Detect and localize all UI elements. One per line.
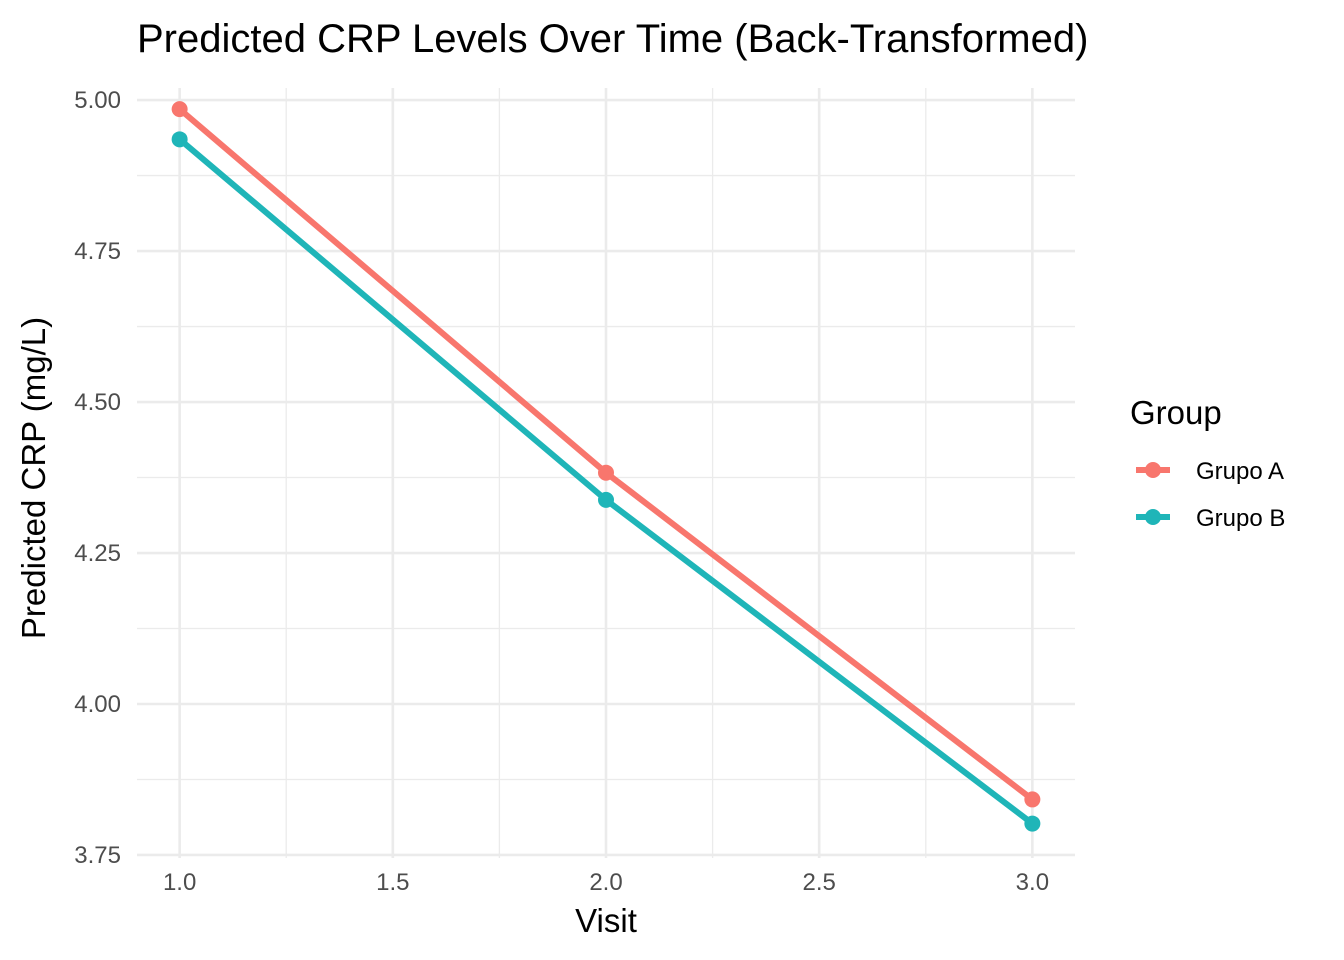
data-point (1024, 791, 1041, 808)
y-axis-ticks: 3.75 4.00 4.25 4.50 4.75 5.00 (74, 87, 121, 869)
x-tick-label: 1.5 (376, 869, 409, 896)
legend-title: Group (1130, 394, 1222, 431)
x-tick-label: 1.0 (163, 869, 196, 896)
legend-key-point (1145, 509, 1161, 525)
legend: Group Grupo A Grupo B (1130, 394, 1285, 532)
legend-label: Grupo B (1196, 505, 1285, 532)
data-point (171, 131, 188, 148)
y-axis-label: Predicted CRP (mg/L) (15, 317, 52, 639)
x-axis-ticks: 1.0 1.5 2.0 2.5 3.0 (163, 869, 1049, 896)
y-tick-label: 4.50 (74, 389, 121, 416)
y-tick-label: 3.75 (74, 842, 121, 869)
series-grupo-b (171, 131, 1041, 832)
x-tick-label: 3.0 (1016, 869, 1049, 896)
data-point (598, 464, 614, 481)
y-tick-label: 4.00 (74, 691, 121, 718)
data-point (171, 101, 188, 118)
data-point (1024, 815, 1041, 832)
y-tick-label: 4.25 (74, 540, 121, 567)
x-tick-label: 2.0 (589, 869, 622, 896)
y-tick-label: 5.00 (74, 87, 121, 114)
legend-label: Grupo A (1196, 458, 1284, 485)
x-tick-label: 2.5 (802, 869, 835, 896)
data-point (598, 491, 614, 508)
chart-title: Predicted CRP Levels Over Time (Back-Tra… (137, 17, 1088, 61)
x-axis-label: Visit (575, 902, 637, 939)
legend-item: Grupo B (1136, 505, 1285, 532)
legend-item: Grupo A (1136, 458, 1284, 485)
series-grupo-a (171, 101, 1041, 808)
y-tick-label: 4.75 (74, 238, 121, 265)
legend-key-point (1145, 462, 1161, 478)
plot-series (171, 101, 1041, 832)
